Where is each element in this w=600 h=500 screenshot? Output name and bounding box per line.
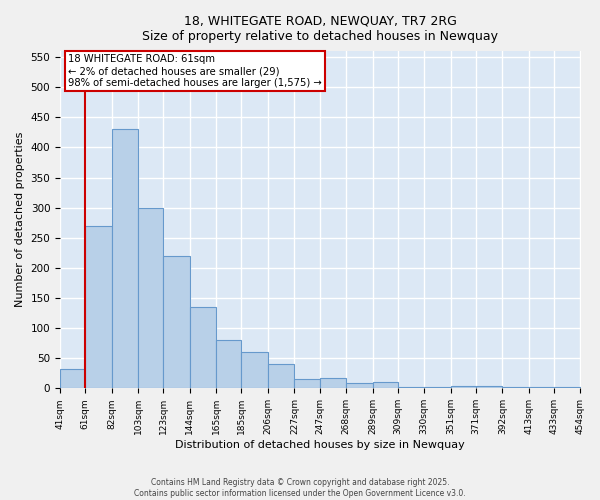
Bar [268,364,295,388]
X-axis label: Distribution of detached houses by size in Newquay: Distribution of detached houses by size … [175,440,465,450]
Bar [190,307,216,388]
Bar [138,208,163,388]
Bar [241,352,268,389]
Bar [163,256,190,388]
Bar [320,378,346,388]
Bar [398,386,424,388]
Bar [554,386,581,388]
Bar [295,380,320,388]
Bar [346,383,373,388]
Bar [451,386,476,388]
Bar [502,386,529,388]
Text: Contains HM Land Registry data © Crown copyright and database right 2025.
Contai: Contains HM Land Registry data © Crown c… [134,478,466,498]
Y-axis label: Number of detached properties: Number of detached properties [15,132,25,308]
Bar [373,382,398,388]
Bar [216,340,241,388]
Text: 18 WHITEGATE ROAD: 61sqm
← 2% of detached houses are smaller (29)
98% of semi-de: 18 WHITEGATE ROAD: 61sqm ← 2% of detache… [68,54,322,88]
Bar [529,387,554,388]
Bar [112,130,138,388]
Title: 18, WHITEGATE ROAD, NEWQUAY, TR7 2RG
Size of property relative to detached house: 18, WHITEGATE ROAD, NEWQUAY, TR7 2RG Siz… [142,15,498,43]
Bar [60,369,85,388]
Bar [424,387,451,388]
Bar [85,226,112,388]
Bar [476,386,502,388]
